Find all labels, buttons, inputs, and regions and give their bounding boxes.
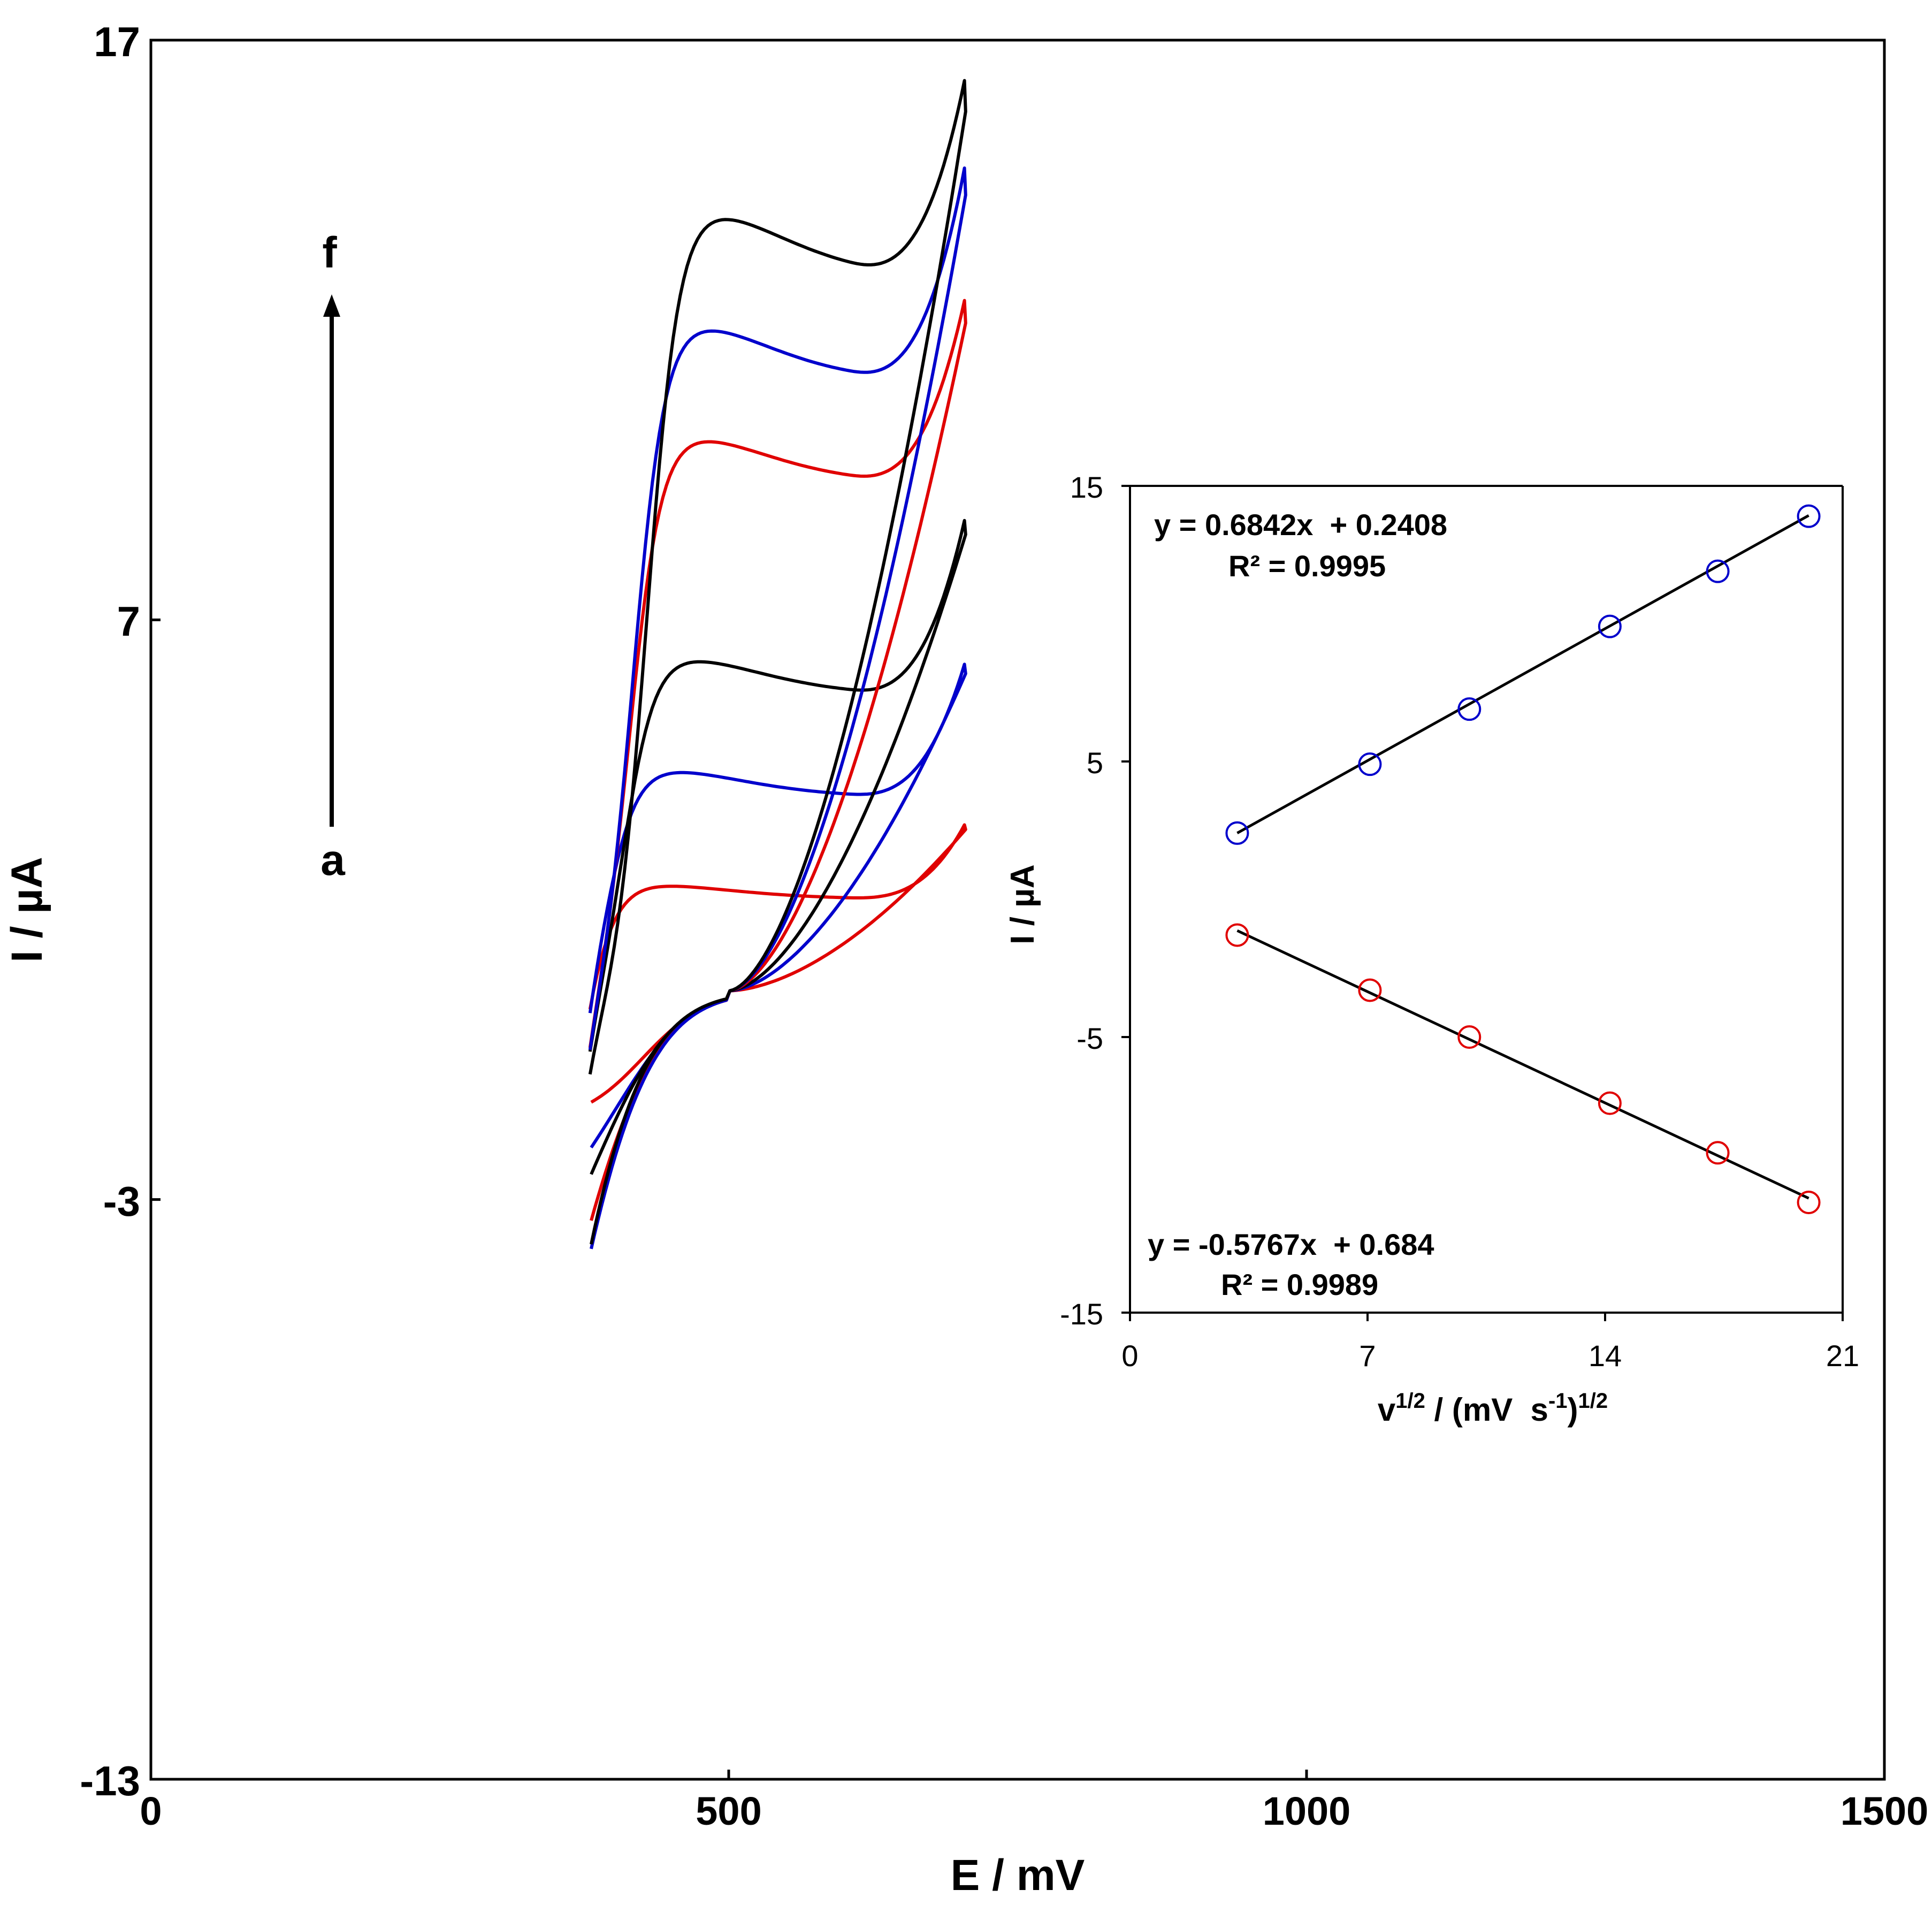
inset-ytick-label-5: 5 [1087, 746, 1103, 780]
arrow-label-start: a [320, 836, 346, 885]
anodic-equation: y = 0.6842x + 0.2408 [1154, 508, 1447, 542]
main-xtick-label-1000: 1000 [1263, 1789, 1351, 1833]
inset-xtick-label-14: 14 [1589, 1339, 1622, 1373]
inset-xtick-label-21: 21 [1826, 1339, 1859, 1373]
figure: 17 7 -3 -13 0 500 1000 1500 E / mV I / µ… [0, 0, 1932, 1905]
anodic-r2: R² = 0.9995 [1228, 549, 1386, 583]
inset-xlabel-sup3: 1/2 [1578, 1389, 1608, 1413]
inset-chart: 15 5 -5 -15 0 7 14 21 v1/2 / (mV s-1)1/2… [1004, 470, 1859, 1428]
cathodic-r2: R² = 0.9989 [1221, 1268, 1378, 1301]
inset-ytick-label-minus5: -5 [1076, 1022, 1103, 1055]
inset-y-axis-title: I / µA [1004, 864, 1041, 944]
cathodic-equation: y = -0.5767x + 0.684 [1148, 1228, 1434, 1261]
main-ytick-label-17: 17 [94, 18, 140, 65]
inset-xlabel-mid: / (mV s [1425, 1392, 1548, 1428]
inset-ytick-label-minus15: -15 [1060, 1297, 1103, 1331]
inset-ytick-label-15: 15 [1070, 470, 1103, 504]
main-ytick-label-minus13: -13 [80, 1757, 140, 1804]
arrow-label-end: f [322, 228, 337, 277]
inset-xlabel-sup1: 1/2 [1395, 1389, 1425, 1413]
main-xtick-label-0: 0 [140, 1789, 162, 1833]
inset-xlabel-sup2: -1 [1548, 1389, 1568, 1413]
inset-xtick-label-0: 0 [1121, 1339, 1138, 1373]
main-y-axis-title: I / µA [3, 857, 51, 963]
main-ytick-label-minus3: -3 [103, 1178, 140, 1225]
main-xtick-label-500: 500 [696, 1789, 761, 1833]
inset-background [1130, 486, 1843, 1313]
inset-xtick-label-7: 7 [1359, 1339, 1376, 1373]
main-x-axis-title: E / mV [951, 1851, 1085, 1900]
main-xtick-label-1500: 1500 [1841, 1789, 1929, 1833]
inset-xlabel-close: ) [1568, 1392, 1578, 1428]
inset-xlabel-v: v [1378, 1392, 1396, 1428]
main-ytick-label-7: 7 [117, 598, 140, 645]
